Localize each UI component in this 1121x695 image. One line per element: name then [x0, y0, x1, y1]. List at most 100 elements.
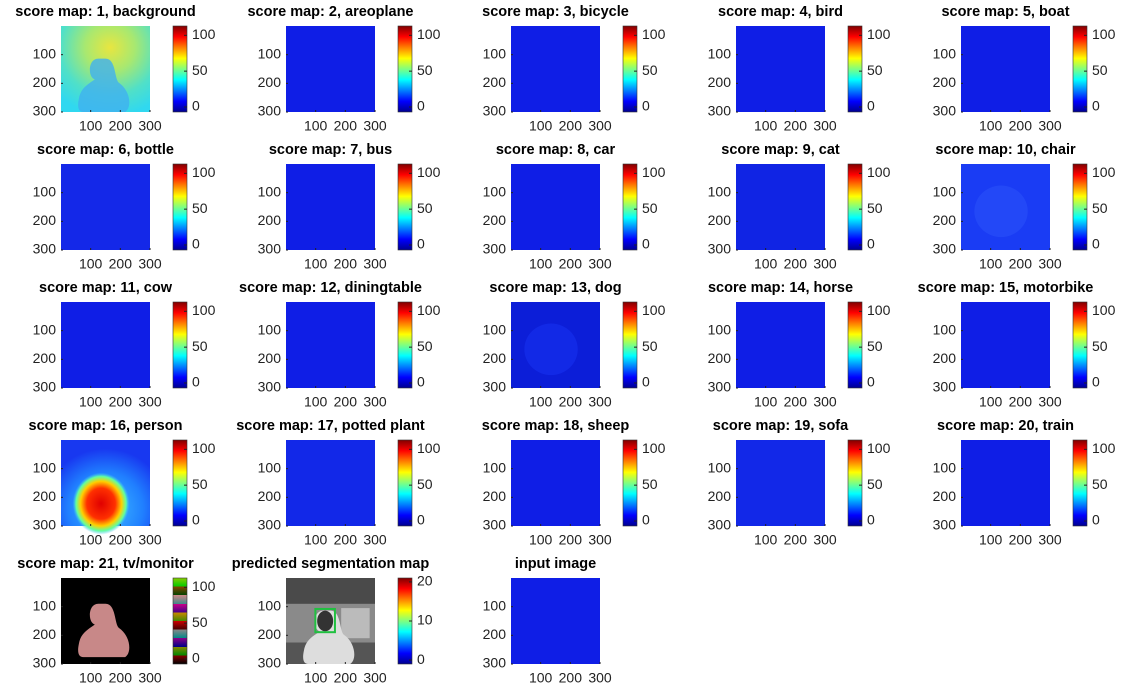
heatmap [286, 440, 375, 526]
y-tick-label: 200 [483, 488, 507, 504]
colorbar-tick-label: 50 [192, 338, 208, 354]
y-tick-label: 200 [933, 212, 957, 228]
panel-title: score map: 1, background [15, 4, 196, 20]
y-tick-label: 300 [483, 103, 507, 119]
y-tick-label: 300 [258, 379, 282, 395]
colorbar [847, 163, 863, 251]
panel-title: score map: 21, tv/monitor [17, 556, 194, 572]
y-tick-label: 100 [483, 183, 507, 199]
colorbar-tick-label: 50 [192, 200, 208, 216]
x-tick-label: 300 [363, 670, 387, 686]
x-tick-label: 300 [588, 670, 612, 686]
colorbar-tick-label: 100 [192, 440, 216, 456]
colorbar-tick-label: 0 [867, 512, 875, 528]
y-tick-label: 300 [483, 517, 507, 533]
colorbar-tick-label: 0 [642, 98, 650, 114]
colorbar [622, 439, 638, 527]
x-tick-label: 200 [109, 256, 133, 272]
colorbar-tick-label: 100 [867, 302, 891, 318]
colorbar [172, 577, 188, 665]
y-tick-label: 100 [33, 45, 57, 61]
colorbar-tick-label: 100 [192, 578, 216, 594]
colorbar-tick-label: 100 [1092, 302, 1116, 318]
colorbar [1072, 163, 1088, 251]
y-tick-label: 100 [708, 45, 732, 61]
colorbar-tick-label: 0 [417, 374, 425, 390]
face [317, 610, 334, 632]
photo-part [341, 608, 370, 639]
x-tick-label: 300 [363, 256, 387, 272]
colorbar-tick-label: 50 [417, 476, 433, 492]
x-tick-label: 200 [1009, 532, 1033, 548]
y-tick-label: 300 [483, 379, 507, 395]
x-tick-label: 100 [979, 532, 1003, 548]
y-tick-label: 200 [258, 212, 282, 228]
heatmap [61, 164, 150, 250]
y-tick-label: 100 [33, 321, 57, 337]
x-tick-label: 100 [979, 256, 1003, 272]
colorbar-tick-label: 50 [642, 200, 658, 216]
colorbar-tick-label: 50 [1092, 476, 1108, 492]
y-tick-label: 100 [933, 459, 957, 475]
colorbar-tick-label: 50 [1092, 338, 1108, 354]
x-tick-label: 100 [79, 532, 103, 548]
x-tick-label: 300 [588, 394, 612, 410]
y-tick-label: 300 [708, 241, 732, 257]
x-tick-label: 200 [1009, 394, 1033, 410]
x-tick-label: 100 [529, 532, 553, 548]
colorbar-tick-label: 0 [192, 512, 200, 528]
y-tick-label: 300 [258, 655, 282, 671]
panel-title: score map: 12, diningtable [239, 280, 422, 296]
x-tick-label: 200 [334, 256, 358, 272]
x-tick-label: 200 [334, 670, 358, 686]
y-tick-label: 300 [708, 517, 732, 533]
heatmap [286, 164, 375, 250]
y-tick-label: 100 [258, 321, 282, 337]
y-tick-label: 200 [33, 488, 57, 504]
colorbar-tick-label: 100 [867, 26, 891, 42]
y-tick-label: 100 [483, 459, 507, 475]
colorbar-tick-label: 50 [867, 338, 883, 354]
heatmap [736, 440, 825, 526]
x-tick-label: 100 [304, 532, 328, 548]
colorbar-tick-label: 0 [192, 236, 200, 252]
colorbar-tick-label: 0 [417, 98, 425, 114]
y-tick-label: 300 [933, 379, 957, 395]
x-tick-label: 300 [1038, 118, 1062, 134]
x-tick-label: 300 [588, 256, 612, 272]
y-tick-label: 300 [33, 241, 57, 257]
colorbar-tick-label: 0 [417, 651, 425, 667]
y-tick-label: 300 [933, 241, 957, 257]
x-tick-label: 100 [529, 256, 553, 272]
colorbar-tick-label: 50 [1092, 200, 1108, 216]
colorbar-tick-label: 0 [642, 512, 650, 528]
x-tick-label: 100 [754, 532, 778, 548]
panel-title: score map: 8, car [496, 142, 616, 158]
colorbar-tick-label: 0 [867, 374, 875, 390]
y-tick-label: 100 [33, 459, 57, 475]
x-tick-label: 200 [109, 394, 133, 410]
colorbar-tick-label: 0 [1092, 98, 1100, 114]
x-tick-label: 300 [138, 118, 162, 134]
x-tick-label: 300 [363, 532, 387, 548]
colorbar-tick-label: 0 [417, 236, 425, 252]
colorbar-tick-label: 20 [417, 573, 433, 589]
colorbar-tick-label: 0 [192, 650, 200, 666]
heatmap [736, 26, 825, 112]
panel-title: score map: 2, areoplane [247, 4, 413, 20]
colorbar-tick-label: 100 [867, 440, 891, 456]
x-tick-label: 300 [813, 118, 837, 134]
colorbar-tick-label: 0 [642, 236, 650, 252]
x-tick-label: 200 [559, 256, 583, 272]
x-tick-label: 200 [109, 532, 133, 548]
y-tick-label: 100 [708, 321, 732, 337]
panel-title: predicted segmentation map [232, 556, 430, 572]
heatmap [286, 302, 375, 388]
y-tick-label: 100 [933, 183, 957, 199]
panel-title: score map: 14, horse [708, 280, 853, 296]
x-tick-label: 100 [79, 394, 103, 410]
colorbar-tick-label: 50 [192, 614, 208, 630]
x-tick-label: 200 [784, 532, 808, 548]
x-tick-label: 100 [79, 118, 103, 134]
detection-box [314, 607, 336, 634]
